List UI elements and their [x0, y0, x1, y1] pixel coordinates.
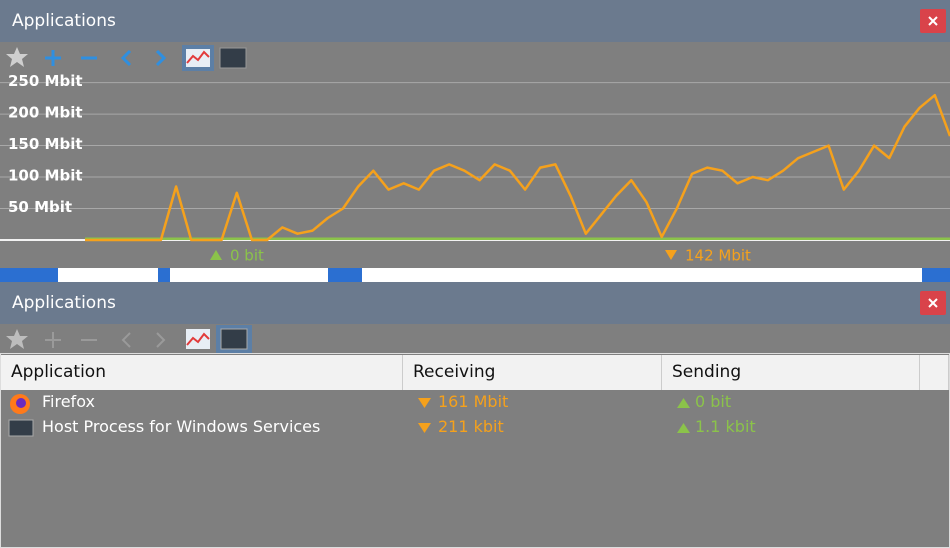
column-header: [920, 355, 949, 390]
background-window: [0, 268, 950, 282]
y-tick-label: 200 Mbit: [8, 104, 83, 122]
sending-rate: 1.1 kbit: [695, 417, 756, 436]
down-arrow-icon: [418, 398, 431, 408]
window-title: Applications: [12, 293, 116, 313]
back-icon[interactable]: [121, 332, 131, 348]
y-tick-label: 150 Mbit: [8, 135, 83, 153]
up-arrow-icon: [677, 398, 690, 408]
firefox-icon: [10, 394, 30, 414]
column-header[interactable]: Receiving: [403, 355, 662, 390]
receiving-rate: 211 kbit: [438, 417, 504, 436]
zoom-in-icon[interactable]: [45, 332, 61, 348]
close-button[interactable]: [920, 291, 946, 315]
service-icon: [8, 419, 34, 437]
column-header[interactable]: Application: [1, 355, 403, 390]
zoom-in-icon[interactable]: [45, 50, 61, 66]
y-tick-label: 100 Mbit: [8, 167, 83, 185]
favorite-icon[interactable]: [6, 329, 28, 349]
table-view-button[interactable]: [219, 47, 247, 69]
receiving-rate: 161 Mbit: [438, 392, 509, 411]
up-arrow-icon: [210, 250, 222, 260]
sending-rate: 0 bit: [230, 247, 264, 265]
y-tick-label: 250 Mbit: [8, 72, 83, 90]
forward-icon[interactable]: [155, 49, 167, 67]
window-title: Applications: [12, 11, 116, 31]
app-name: Firefox: [42, 392, 95, 411]
title-bar: Applications: [0, 0, 950, 42]
app-name: Host Process for Windows Services: [42, 417, 321, 436]
traffic-chart: 0 bit 142 Mbit 50 Mbit 100 Mbit 150 Mbit 20…: [0, 72, 950, 265]
close-button[interactable]: [920, 9, 946, 33]
forward-icon[interactable]: [156, 332, 166, 348]
graph-view-button[interactable]: [186, 329, 210, 349]
receiving-rate: 142 Mbit: [685, 247, 751, 265]
data-line: [85, 93, 950, 242]
y-tick-label: 50 Mbit: [8, 198, 72, 216]
column-header[interactable]: Sending: [662, 355, 920, 390]
back-icon[interactable]: [120, 49, 132, 67]
down-arrow-icon: [418, 423, 431, 433]
down-arrow-icon: [665, 250, 677, 260]
title-bar: Applications: [0, 282, 950, 324]
favorite-icon[interactable]: [6, 47, 28, 67]
toolbar: [0, 324, 950, 354]
up-arrow-icon: [677, 423, 690, 433]
sending-rate: 0 bit: [695, 392, 732, 411]
toolbar: [0, 42, 950, 72]
